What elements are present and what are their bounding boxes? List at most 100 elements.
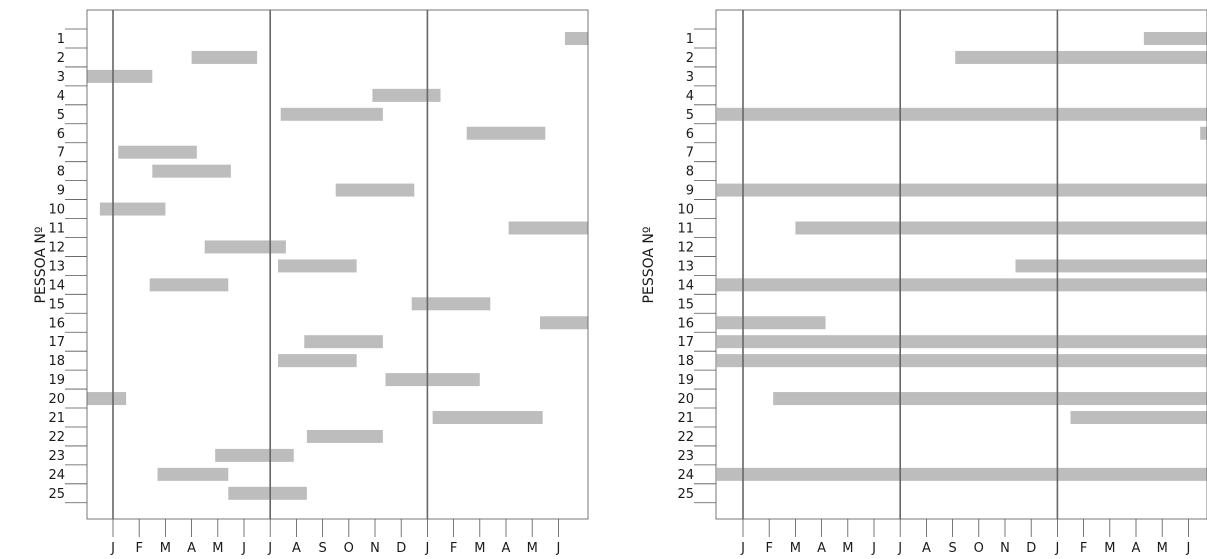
plot-frame — [715, 9, 1207, 520]
y-tick-label: 21 — [48, 411, 65, 426]
y-tick-label: 4 — [57, 89, 65, 104]
x-tick-label: J — [871, 541, 876, 556]
x-tick-label: J — [555, 541, 560, 556]
bar-person-14 — [149, 278, 229, 292]
bars — [87, 32, 588, 500]
y-tick-label: 4 — [686, 89, 694, 104]
chart-right: PESSOA Nº 123456789101112131415161718192… — [641, 9, 1207, 556]
y-tick-label: 6 — [686, 127, 694, 142]
bar-person-18 — [278, 354, 357, 368]
bar-person-20 — [773, 392, 1207, 406]
x-tick-label: O — [344, 541, 354, 556]
bars — [716, 32, 1207, 481]
y-tick-label: 25 — [48, 487, 65, 502]
y-tick-label: 1 — [57, 32, 65, 47]
x-tick-label: N — [370, 541, 380, 556]
y-tick-label: 2 — [57, 51, 65, 66]
bar-person-15 — [411, 297, 491, 311]
bar-person-9 — [716, 183, 1207, 197]
x-tick-label: J — [1185, 541, 1190, 556]
x-tick-label: M — [212, 541, 223, 556]
x-tick-label: M — [1104, 541, 1115, 556]
bar-person-2 — [191, 50, 258, 64]
y-tick-label: 7 — [686, 146, 694, 161]
y-tick-label: 7 — [57, 146, 65, 161]
x-tick-label: M — [1157, 541, 1168, 556]
chart-left: PESSOA Nº 123456789101112131415161718192… — [33, 9, 589, 556]
x-tick-label: D — [396, 541, 406, 556]
bar-person-21 — [1070, 411, 1207, 424]
x-tick-label: A — [817, 541, 826, 556]
y-tick-label: 9 — [57, 184, 65, 199]
y-tick-labels: 1234567891011121314151617181920212223242… — [677, 28, 716, 504]
bar-person-4 — [372, 88, 441, 102]
bar-person-14 — [716, 278, 1207, 292]
bar-person-20 — [87, 392, 127, 406]
bar-person-2 — [955, 50, 1207, 64]
x-tick-label: A — [1132, 541, 1141, 556]
y-tick-label: 18 — [48, 354, 65, 369]
y-tick-label: 3 — [686, 70, 694, 85]
x-tick-label: J — [740, 541, 745, 556]
y-tick-label: 5 — [686, 108, 694, 123]
bar-person-13 — [278, 259, 357, 273]
y-tick-label: 12 — [48, 240, 65, 255]
y-tick-label: 11 — [677, 222, 694, 237]
y-tick-label: 17 — [677, 335, 694, 350]
bar-person-12 — [204, 240, 286, 254]
y-tick-label: 8 — [57, 165, 65, 180]
x-tick-label: F — [765, 541, 772, 556]
bar-person-7 — [118, 145, 197, 159]
bar-person-11 — [795, 221, 1207, 235]
x-tick-label: S — [318, 541, 326, 556]
bar-person-10 — [99, 202, 166, 216]
x-tick-label: F — [1080, 541, 1087, 556]
bar-person-24 — [157, 467, 229, 481]
x-tick-label: F — [135, 541, 142, 556]
y-tick-label: 12 — [677, 240, 694, 255]
x-tick-label: A — [922, 541, 931, 556]
x-tick-label: J — [267, 541, 272, 556]
y-tick-label: 14 — [677, 278, 694, 293]
bar-person-21 — [432, 411, 543, 424]
plot-border — [86, 9, 589, 520]
y-tick-label: 6 — [57, 127, 65, 142]
y-tick-label: 10 — [48, 203, 65, 218]
bar-person-8 — [152, 164, 231, 178]
y-tick-label: 2 — [686, 51, 694, 66]
bar-person-25 — [228, 486, 307, 500]
x-tick-label: S — [948, 541, 956, 556]
x-tick-label: M — [842, 541, 853, 556]
bar-person-5 — [280, 107, 383, 121]
x-tick-label: M — [527, 541, 538, 556]
x-tick-label: O — [974, 541, 984, 556]
bar-person-1 — [1143, 32, 1207, 45]
x-tick-label: J — [110, 541, 115, 556]
bar-person-18 — [716, 354, 1207, 368]
bar-person-16 — [716, 316, 826, 330]
y-tick-label: 22 — [48, 430, 65, 445]
bar-person-6 — [466, 126, 546, 140]
y-tick-label: 19 — [48, 373, 65, 388]
x-tick-label: N — [1000, 541, 1010, 556]
y-tick-label: 24 — [677, 468, 694, 483]
x-tick-label: A — [187, 541, 196, 556]
y-tick-label: 15 — [677, 297, 694, 312]
bar-person-16 — [540, 316, 588, 330]
bar-person-19 — [385, 373, 480, 387]
y-tick-label: 15 — [48, 297, 65, 312]
y-tick-label: 14 — [48, 278, 65, 293]
x-tick-label: F — [450, 541, 457, 556]
bar-person-22 — [306, 429, 383, 443]
y-tick-label: 9 — [686, 184, 694, 199]
y-tick-label: 18 — [677, 354, 694, 369]
x-tick-label: J — [424, 541, 429, 556]
y-tick-label: 1 — [686, 32, 694, 47]
x-tick-label: J — [1054, 541, 1059, 556]
bar-person-5 — [716, 107, 1207, 121]
x-tick-label: M — [474, 541, 485, 556]
bar-person-13 — [1015, 259, 1207, 273]
y-tick-label: 16 — [48, 316, 65, 331]
y-axis-label: PESSOA Nº — [641, 227, 657, 304]
